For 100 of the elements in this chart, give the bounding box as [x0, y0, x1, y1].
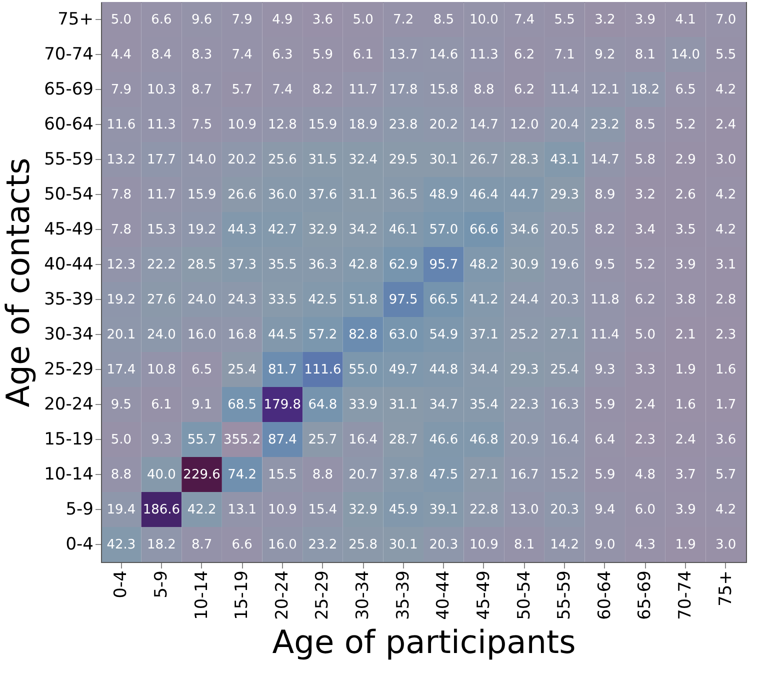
data-label: 20.3 — [550, 502, 580, 518]
data-label: 7.8 — [110, 188, 132, 202]
y-tick-label: 75+ — [58, 10, 94, 30]
data-label: 20.3 — [550, 292, 580, 308]
data-label: 14.0 — [671, 48, 700, 62]
data-label: 42.8 — [348, 258, 378, 272]
data-label: 5.0 — [352, 12, 374, 28]
data-label: 24.0 — [187, 292, 216, 308]
data-label: 44.5 — [268, 328, 297, 342]
data-label: 10.9 — [228, 118, 257, 132]
data-label: 20.7 — [348, 468, 378, 482]
data-label: 4.2 — [716, 188, 736, 202]
data-label: 31.5 — [308, 152, 338, 168]
y-tick-label: 65-69 — [44, 80, 94, 100]
data-label: 3.0 — [716, 152, 736, 168]
data-label: 11.6 — [106, 118, 136, 132]
data-label: 11.3 — [469, 48, 498, 62]
data-label: 37.8 — [388, 468, 418, 482]
data-label: 40.0 — [146, 468, 176, 482]
data-label: 8.8 — [312, 468, 334, 482]
data-label: 24.0 — [146, 328, 176, 342]
data-label: 32.9 — [348, 502, 378, 518]
data-label: 12.0 — [510, 118, 539, 132]
x-tick-label: 50-54 — [514, 570, 534, 620]
data-label: 10.9 — [469, 538, 498, 552]
data-label: 19.2 — [187, 222, 216, 238]
data-label: 9.0 — [594, 538, 616, 552]
data-label: 3.8 — [675, 292, 696, 308]
data-label: 46.4 — [469, 188, 498, 202]
data-label: 2.4 — [675, 432, 696, 448]
data-label: 29.3 — [510, 362, 539, 378]
x-tick-label: 70-74 — [676, 570, 696, 620]
data-label: 35.5 — [268, 258, 297, 272]
data-label: 4.4 — [110, 48, 132, 62]
data-label: 34.4 — [469, 362, 498, 378]
data-label: 68.5 — [228, 398, 257, 412]
data-label: 10.0 — [469, 12, 498, 28]
data-label: 20.9 — [510, 432, 539, 448]
y-tick-label: 25-29 — [44, 360, 94, 380]
data-label: 15.9 — [308, 118, 338, 132]
data-label: 39.1 — [429, 502, 458, 518]
data-label: 95.7 — [429, 258, 458, 272]
x-tick-label: 75+ — [716, 570, 736, 606]
data-label: 44.3 — [228, 222, 257, 238]
x-tick-label: 5-9 — [151, 570, 172, 598]
data-label: 37.6 — [308, 188, 338, 202]
data-label: 8.9 — [594, 188, 616, 202]
data-label: 1.9 — [675, 362, 696, 378]
data-label: 7.4 — [232, 48, 252, 62]
data-label: 20.2 — [228, 152, 257, 168]
data-label: 25.2 — [510, 328, 539, 342]
data-label: 3.9 — [675, 502, 696, 518]
y-tick-label: 0-4 — [66, 534, 94, 554]
data-label: 48.9 — [429, 188, 458, 202]
x-tick-label: 10-14 — [192, 570, 212, 620]
data-label: 6.4 — [594, 432, 616, 448]
data-label: 55.0 — [348, 362, 378, 378]
data-label: 3.6 — [716, 432, 736, 448]
data-label: 2.3 — [716, 328, 736, 342]
data-label: 20.1 — [106, 328, 136, 342]
data-label: 6.5 — [191, 362, 212, 378]
data-label: 9.6 — [191, 12, 212, 28]
data-label: 87.4 — [268, 432, 297, 448]
data-label: 48.2 — [469, 258, 498, 272]
data-label: 15.9 — [187, 188, 216, 202]
data-label: 6.2 — [514, 48, 535, 62]
data-label: 45.9 — [388, 502, 418, 518]
data-label: 3.4 — [634, 222, 656, 238]
data-label: 25.8 — [348, 538, 378, 552]
x-tick-label: 15-19 — [232, 570, 252, 620]
data-label: 23.2 — [590, 118, 620, 132]
data-label: 5.5 — [716, 48, 736, 62]
data-label: 27.6 — [146, 292, 176, 308]
data-label: 8.2 — [594, 222, 616, 238]
data-label: 24.3 — [228, 292, 257, 308]
data-label: 11.4 — [590, 328, 620, 342]
y-tick-label: 40-44 — [44, 254, 94, 274]
data-label: 12.3 — [106, 258, 136, 272]
data-label: 28.7 — [388, 432, 418, 448]
data-label: 32.4 — [348, 152, 378, 168]
data-label: 18.9 — [348, 118, 378, 132]
data-label: 8.2 — [312, 82, 334, 98]
data-label: 14.6 — [429, 48, 458, 62]
data-label: 5.7 — [232, 82, 252, 98]
data-label: 81.7 — [268, 362, 297, 378]
data-label: 3.3 — [634, 362, 656, 378]
data-label: 8.4 — [151, 48, 172, 62]
data-label: 15.8 — [429, 82, 458, 98]
data-label: 36.3 — [308, 258, 338, 272]
data-label: 9.1 — [191, 398, 212, 412]
data-label: 28.5 — [187, 258, 216, 272]
data-label: 31.1 — [388, 398, 418, 412]
data-label: 35.4 — [469, 398, 498, 412]
data-label: 20.5 — [550, 222, 580, 238]
data-label: 16.0 — [268, 538, 297, 552]
data-label: 229.6 — [183, 468, 220, 482]
data-label: 19.4 — [106, 502, 136, 518]
data-label: 5.0 — [110, 12, 132, 28]
data-label: 16.3 — [550, 398, 580, 412]
data-label: 42.2 — [187, 502, 216, 518]
